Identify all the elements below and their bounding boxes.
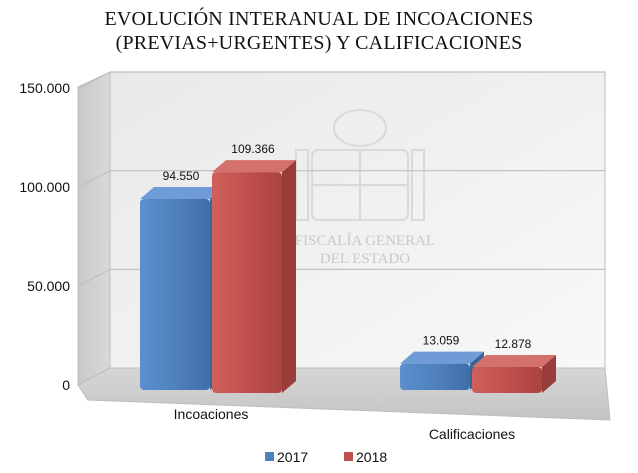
data-labels: 94.550 109.366 13.059 12.878 — [163, 142, 532, 351]
x-category-label: Incoaciones — [174, 406, 249, 422]
chart-title: EVOLUCIÓN INTERANUAL DE INCOACIONES — [104, 8, 534, 30]
category-labels: Incoaciones Calificaciones — [174, 406, 516, 442]
bar-2018-Calificaciones — [472, 366, 542, 393]
bar-side-2018-Calificaciones — [542, 354, 556, 393]
bar-top-2017-Incoaciones — [140, 187, 224, 200]
y-tick-label: 0 — [62, 377, 70, 393]
chart-subtitle: (PREVIAS+URGENTES) Y CALIFICACIONES — [115, 32, 523, 54]
data-label-2018-Calificaciones: 12.878 — [495, 337, 532, 351]
y-tick-label: 150.000 — [19, 80, 70, 96]
bar-2017-Incoaciones — [140, 199, 210, 390]
y-tick-label: 50.000 — [27, 278, 70, 294]
gridline — [77, 268, 605, 287]
data-label-2017-Calificaciones: 13.059 — [423, 334, 460, 348]
bar-2018-Incoaciones — [212, 172, 282, 393]
legend-label-2018: 2018 — [356, 449, 387, 465]
legend-label-2017: 2017 — [277, 449, 308, 465]
bar-top-2018-Incoaciones — [212, 160, 296, 173]
data-label-2018-Incoaciones: 109.366 — [231, 142, 275, 156]
bar-2017-Calificaciones — [400, 363, 470, 390]
bar-side-2018-Incoaciones — [282, 160, 296, 393]
gridlines — [77, 71, 605, 287]
legend: 2017 2018 — [265, 449, 387, 465]
y-axis-ticks: 0 50.000 100.000 150.000 — [19, 80, 70, 393]
bars — [140, 160, 556, 393]
side-wall — [77, 71, 111, 386]
data-label-2017-Incoaciones: 94.550 — [163, 169, 200, 183]
legend-swatch-2017 — [265, 452, 274, 461]
bar-top-2018-Calificaciones — [472, 354, 556, 367]
y-tick-label: 100.000 — [19, 179, 70, 195]
x-category-label: Calificaciones — [429, 426, 515, 442]
watermark-line-2: DEL ESTADO — [320, 251, 410, 267]
watermark-line-1: FISCALÍA GENERAL — [295, 232, 435, 249]
gridline — [77, 71, 605, 90]
gridline — [77, 170, 605, 189]
legend-swatch-2018 — [344, 452, 353, 461]
bar-top-2017-Calificaciones — [400, 351, 484, 364]
